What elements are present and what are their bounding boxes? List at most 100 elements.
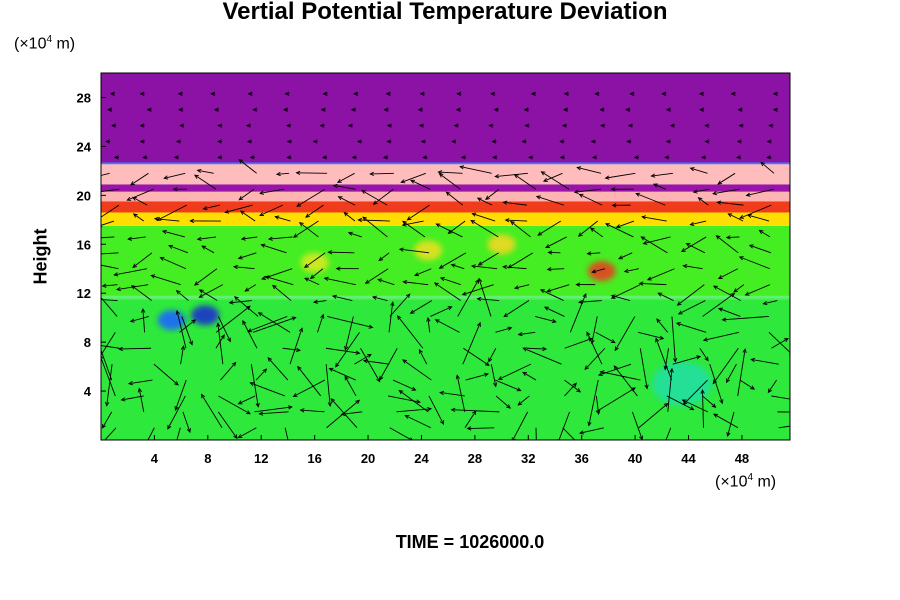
wind-arrow — [613, 365, 638, 397]
wind-arrow — [373, 188, 394, 205]
wind-arrow-head — [551, 318, 557, 324]
wind-arrow-head — [286, 155, 292, 160]
wind-arrow — [101, 332, 116, 356]
wind-arrow-head — [523, 107, 529, 112]
wind-arrow-head — [417, 107, 423, 112]
wind-arrow — [101, 188, 120, 193]
wind-arrow-head — [304, 277, 310, 282]
wind-arrow — [547, 268, 565, 270]
wind-arrow-head — [217, 123, 223, 128]
wind-arrow — [276, 172, 290, 175]
wind-arrow-head — [231, 361, 237, 367]
wind-arrow-head — [234, 296, 239, 301]
wind-arrow-head — [803, 422, 807, 425]
wind-arrow-head — [362, 216, 368, 221]
wind-arrow-head — [447, 229, 453, 235]
wind-arrow — [503, 300, 530, 317]
wind-arrow-head — [736, 155, 741, 160]
wind-arrow-head — [461, 291, 467, 296]
wind-arrow — [643, 236, 671, 245]
wind-arrow-head — [371, 295, 377, 300]
wind-arrow-head — [476, 296, 482, 302]
wind-arrow — [495, 395, 511, 409]
wind-arrow — [584, 347, 606, 370]
wind-arrow-head — [111, 123, 116, 128]
wind-arrow-head — [193, 281, 199, 286]
wind-arrow-head — [168, 244, 174, 249]
wind-arrow-head — [644, 384, 649, 390]
wind-arrow-head — [411, 386, 417, 391]
wind-arrow-head — [101, 423, 107, 429]
wind-arrow — [101, 356, 116, 397]
x-tick-label: 28 — [468, 451, 482, 466]
wind-arrow — [624, 268, 639, 272]
wind-arrow — [616, 220, 635, 228]
wind-arrow — [526, 347, 547, 350]
wind-arrow-head — [295, 170, 301, 176]
y-tick-label: 4 — [84, 384, 92, 399]
wind-arrow — [478, 278, 492, 317]
wind-arrow-head — [629, 91, 635, 96]
wind-arrow — [405, 415, 431, 429]
wind-arrow-head — [587, 421, 592, 427]
wind-arrow — [655, 338, 673, 381]
wind-arrow-head — [361, 189, 367, 195]
wind-arrow-head — [292, 393, 298, 397]
wind-arrow — [434, 282, 461, 301]
wind-arrow — [179, 319, 196, 333]
wind-arrow-head — [586, 251, 592, 256]
x-tick-label: 40 — [628, 451, 642, 466]
wind-arrow-head — [335, 266, 341, 271]
wind-arrow — [372, 296, 388, 301]
wind-arrow-head — [401, 222, 407, 227]
wind-arrow — [545, 236, 567, 248]
blue-vortex — [157, 310, 186, 331]
wind-arrow-head — [727, 213, 733, 218]
wind-arrow — [709, 364, 723, 404]
wind-arrow-head — [105, 139, 110, 144]
wind-arrow-head — [226, 337, 231, 343]
wind-arrow — [739, 204, 772, 219]
wind-arrow — [242, 320, 258, 349]
wind-arrow-head — [264, 275, 270, 280]
wind-arrow-head — [196, 168, 202, 174]
wind-arrow — [713, 413, 739, 429]
wind-arrow-head — [322, 155, 327, 160]
wind-arrow-head — [285, 123, 291, 128]
wind-arrow-head — [450, 263, 456, 268]
wind-arrow — [666, 395, 694, 411]
wind-arrow-head — [196, 236, 202, 241]
wind-arrow-head — [579, 445, 583, 449]
wind-arrow-head — [494, 174, 500, 179]
wind-arrow-head — [559, 139, 565, 144]
wind-arrow — [611, 284, 641, 299]
wind-arrow-head — [491, 139, 497, 144]
wind-arrow — [181, 316, 193, 345]
wind-arrow-head — [331, 294, 337, 299]
wind-arrow-head — [713, 413, 718, 418]
wind-arrow-head — [101, 283, 107, 288]
blue-boundary-line — [101, 162, 790, 165]
wind-arrow-head — [130, 181, 135, 186]
wind-arrow-head — [245, 123, 251, 128]
wind-arrow-head — [433, 282, 439, 287]
wind-arrow-head — [246, 139, 252, 144]
wind-arrow-head — [594, 91, 600, 96]
wind-arrow-head — [406, 216, 412, 221]
wind-arrow — [133, 213, 144, 222]
wind-arrow-head — [217, 139, 222, 144]
wind-arrow — [247, 316, 288, 332]
wind-arrow-head — [249, 382, 255, 387]
wind-arrow — [233, 266, 255, 270]
wind-arrow — [252, 317, 296, 333]
wind-arrow — [217, 316, 231, 342]
wind-arrow — [638, 403, 669, 429]
wind-arrow-head — [347, 123, 353, 128]
wind-arrow-head — [704, 356, 709, 362]
wind-arrow-head — [309, 274, 315, 280]
wind-arrow — [541, 171, 570, 190]
wind-arrow — [217, 411, 238, 439]
wind-arrow-head — [730, 91, 736, 96]
wind-arrow — [440, 277, 462, 286]
wind-arrow-head — [502, 264, 507, 270]
